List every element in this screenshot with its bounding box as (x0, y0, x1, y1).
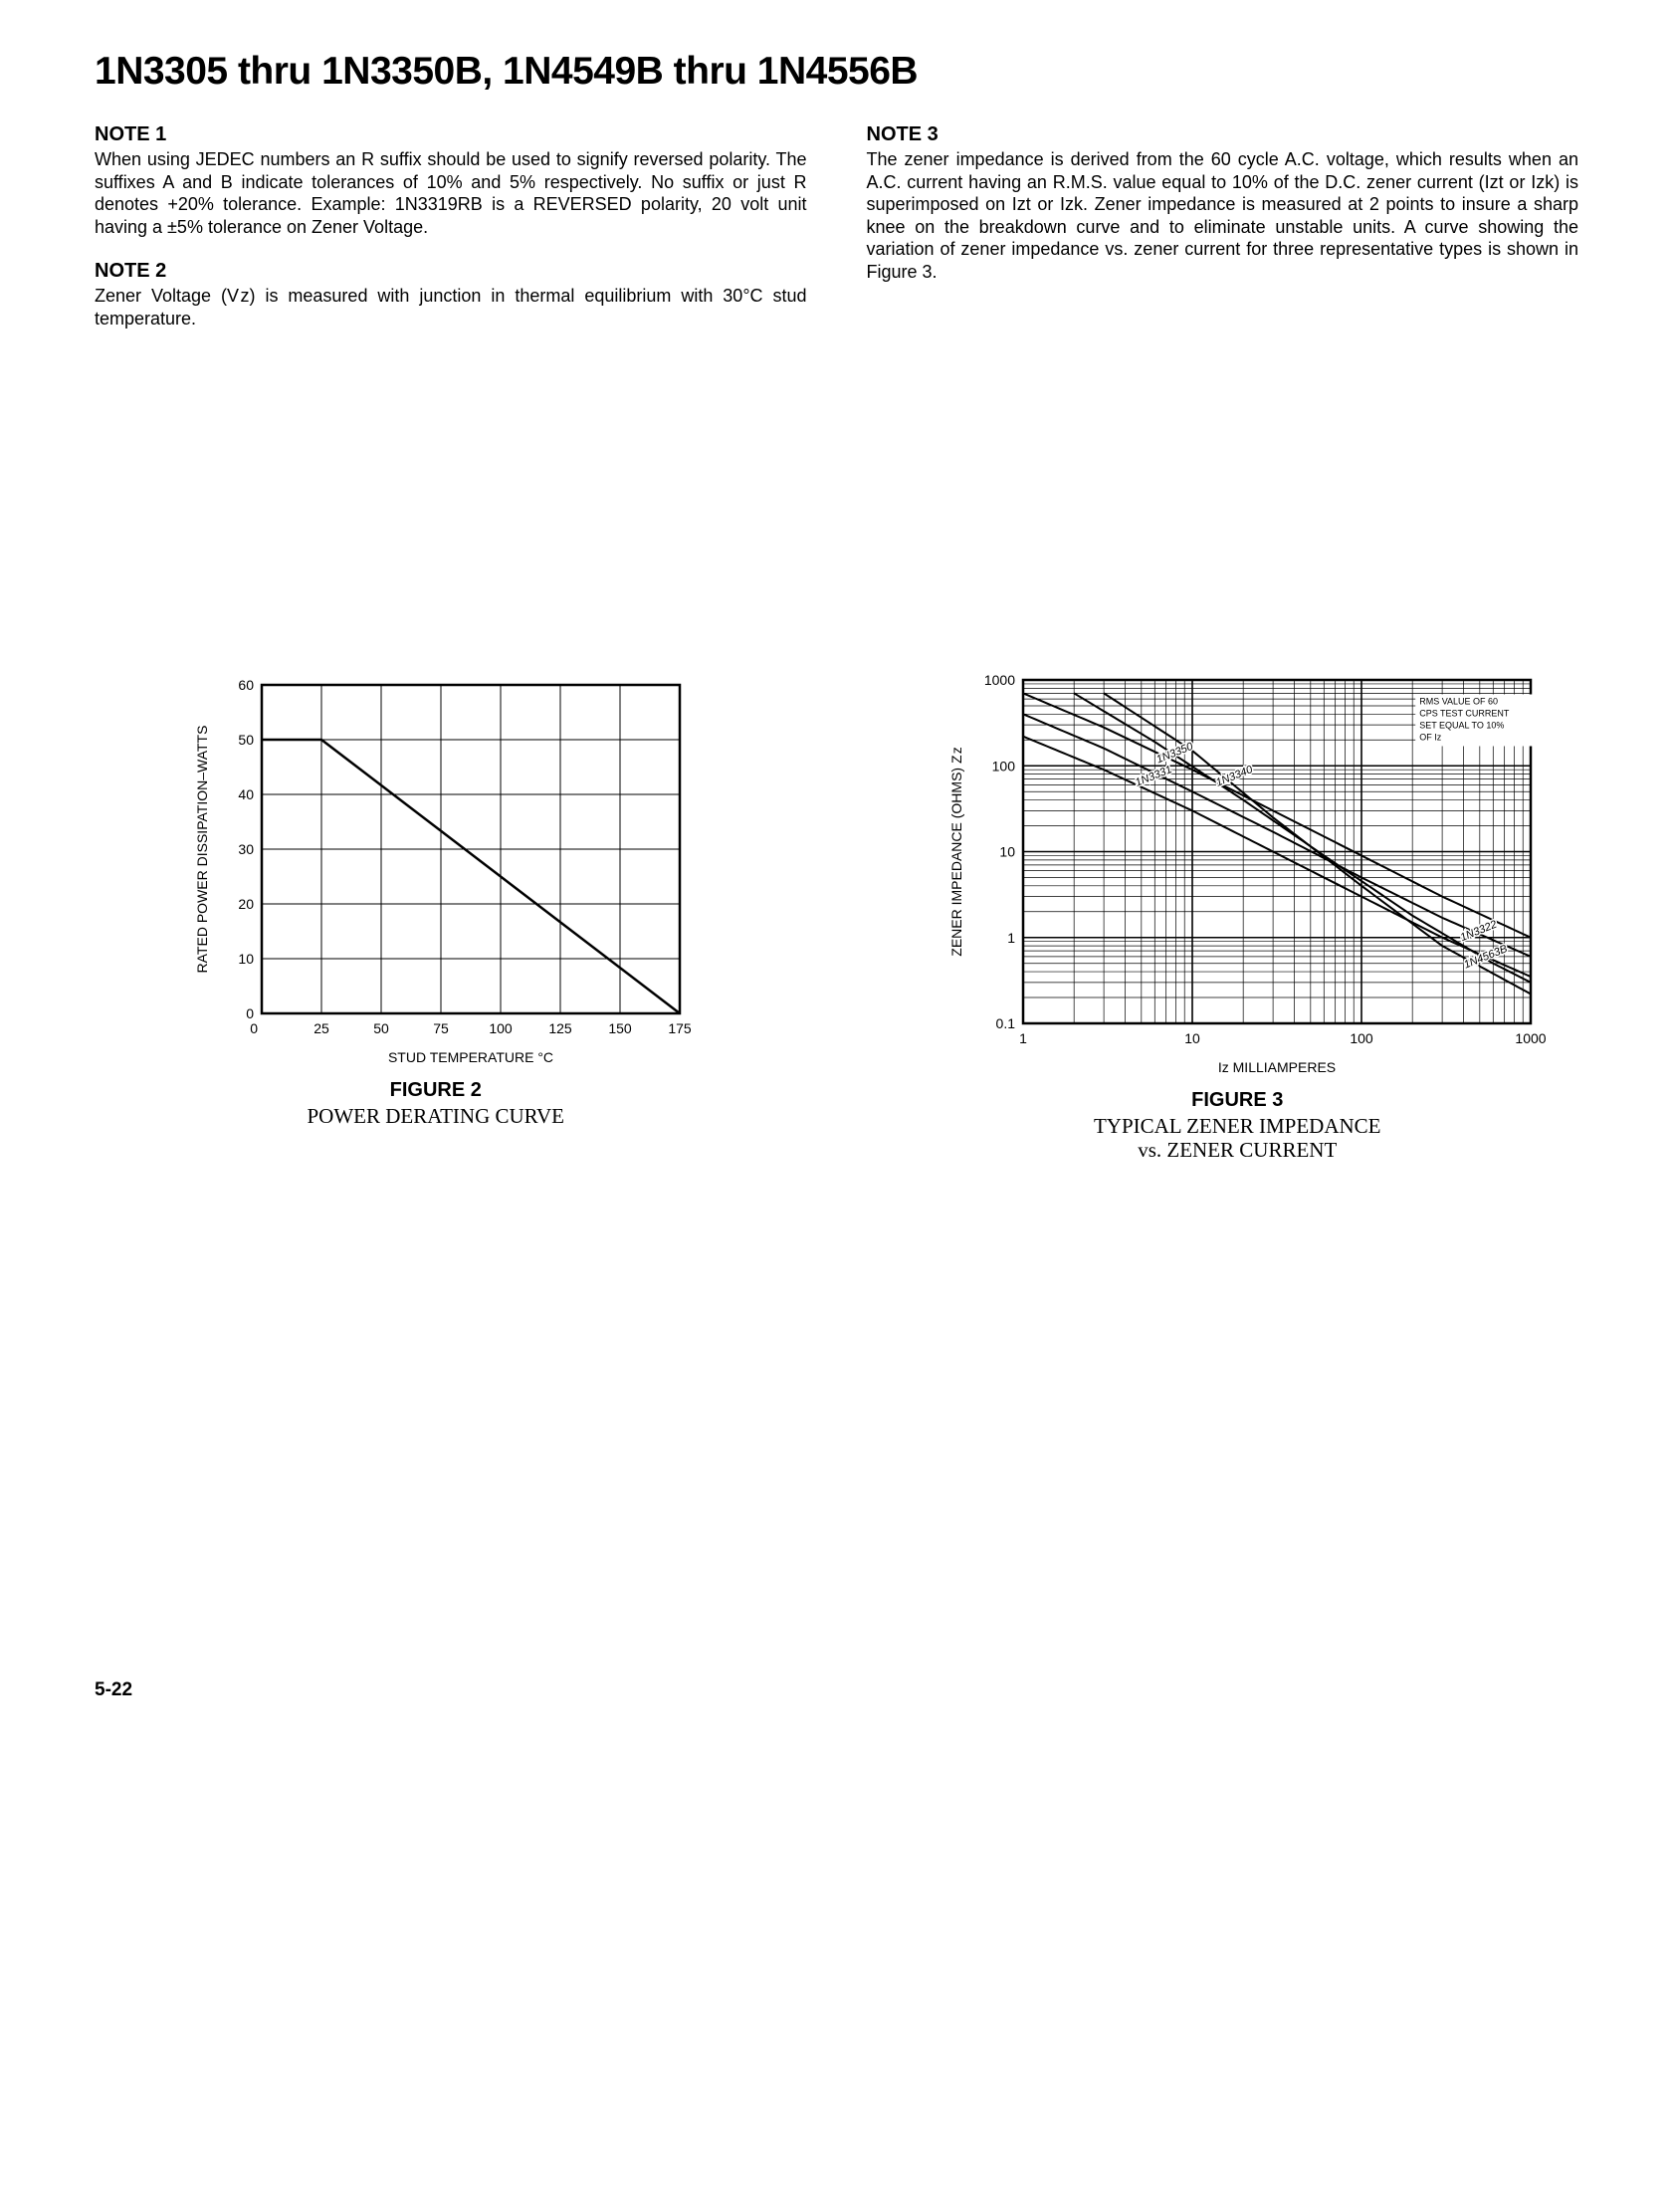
svg-text:1000: 1000 (984, 672, 1015, 688)
notes-right-column: NOTE 3 The zener impedance is derived fr… (867, 123, 1579, 351)
svg-text:ZENER IMPEDANCE (OHMS) Z z: ZENER IMPEDANCE (OHMS) Z z (948, 747, 964, 956)
svg-text:60: 60 (238, 677, 254, 693)
note1-body: When using JEDEC numbers an R suffix sho… (95, 148, 807, 238)
figure3-caption-line2: vs. ZENER CURRENT (1138, 1138, 1337, 1162)
note3-body: The zener impedance is derived from the … (867, 148, 1579, 283)
svg-text:RATED POWER DISSIPATION–WATTS: RATED POWER DISSIPATION–WATTS (194, 726, 210, 974)
page-number: 5-22 (95, 1679, 1578, 1701)
svg-text:40: 40 (238, 786, 254, 802)
notes-container: NOTE 1 When using JEDEC numbers an R suf… (95, 123, 1578, 351)
svg-text:125: 125 (548, 1020, 572, 1036)
note2-body: Zener Voltage (V z) is measured with jun… (95, 285, 807, 330)
svg-text:1000: 1000 (1516, 1030, 1547, 1046)
svg-text:175: 175 (668, 1020, 692, 1036)
page-title: 1N3305 thru 1N3350B, 1N4549B thru 1N4556… (95, 50, 1578, 94)
note3-heading: NOTE 3 (867, 123, 1579, 146)
figure3-title: FIGURE 3 (897, 1089, 1579, 1112)
svg-text:CPS TEST CURRENT: CPS TEST CURRENT (1419, 708, 1510, 718)
svg-text:150: 150 (608, 1020, 632, 1036)
svg-text:0: 0 (250, 1020, 258, 1036)
svg-text:0: 0 (246, 1005, 254, 1021)
notes-left-column: NOTE 1 When using JEDEC numbers an R suf… (95, 123, 807, 351)
svg-text:SET EQUAL TO 10%: SET EQUAL TO 10% (1419, 720, 1504, 730)
svg-text:100: 100 (489, 1020, 513, 1036)
svg-text:STUD TEMPERATURE °C: STUD TEMPERATURE °C (388, 1049, 553, 1065)
svg-text:Iz MILLIAMPERES: Iz MILLIAMPERES (1218, 1059, 1336, 1075)
svg-text:OF Iz: OF Iz (1419, 732, 1441, 742)
svg-text:100: 100 (1351, 1030, 1374, 1046)
svg-text:75: 75 (433, 1020, 449, 1036)
figure3-block: 11010010000.111010010001N33501N33401N333… (897, 670, 1579, 1162)
figure3-caption-line1: TYPICAL ZENER IMPEDANCE (1094, 1114, 1381, 1138)
figure3-chart: 11010010000.111010010001N33501N33401N333… (929, 670, 1546, 1078)
svg-text:0.1: 0.1 (996, 1015, 1016, 1031)
note2-heading: NOTE 2 (95, 260, 807, 283)
svg-text:1: 1 (1019, 1030, 1027, 1046)
figure2-block: 0 25 50 75 100 125 150 175 0 10 20 30 40 50 60 STUD TEM… (95, 670, 777, 1128)
svg-text:25: 25 (314, 1020, 329, 1036)
svg-text:50: 50 (373, 1020, 389, 1036)
svg-text:1: 1 (1007, 930, 1015, 946)
svg-text:30: 30 (238, 841, 254, 857)
svg-text:10: 10 (1000, 844, 1016, 860)
figure3-caption: TYPICAL ZENER IMPEDANCE vs. ZENER CURREN… (897, 1114, 1579, 1162)
figure2-title: FIGURE 2 (95, 1079, 777, 1102)
svg-text:50: 50 (238, 732, 254, 748)
svg-text:1N3331: 1N3331 (1134, 764, 1173, 789)
figures-row: 0 25 50 75 100 125 150 175 0 10 20 30 40 50 60 STUD TEM… (95, 670, 1578, 1162)
svg-text:10: 10 (1184, 1030, 1200, 1046)
figure2-chart: 0 25 50 75 100 125 150 175 0 10 20 30 40 50 60 STUD TEM… (177, 670, 695, 1068)
svg-text:20: 20 (238, 896, 254, 912)
note1-heading: NOTE 1 (95, 123, 807, 146)
svg-text:10: 10 (238, 951, 254, 967)
figure2-caption: POWER DERATING CURVE (95, 1104, 777, 1128)
svg-text:100: 100 (992, 758, 1016, 774)
svg-text:RMS VALUE OF 60: RMS VALUE OF 60 (1419, 696, 1498, 706)
